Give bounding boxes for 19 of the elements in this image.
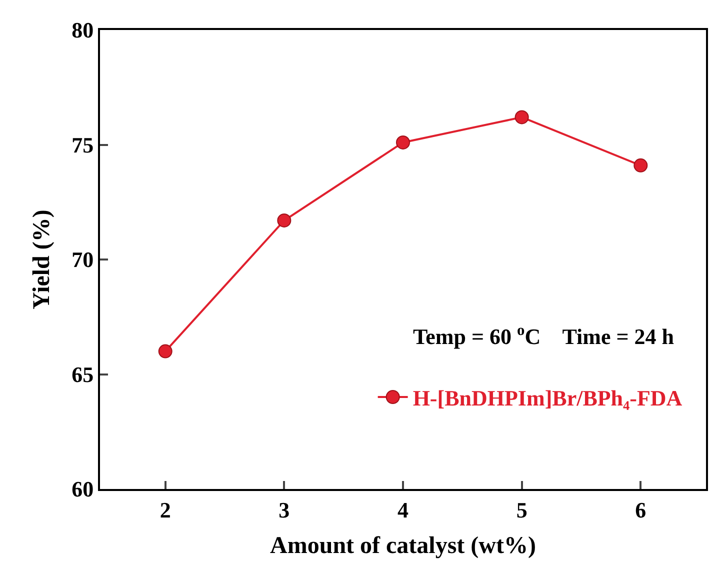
y-axis-title: Yield (%): [29, 210, 56, 310]
x-axis-title: Amount of catalyst (wt%): [270, 533, 536, 560]
x-tick-label: 2: [160, 497, 171, 522]
point: [396, 135, 410, 150]
x-tick-label: 4: [398, 497, 408, 522]
y-tick-label: 65: [72, 362, 94, 387]
point: [277, 213, 292, 228]
y-tick-label: 60: [72, 476, 94, 502]
y-tick-label: 75: [72, 132, 94, 158]
legend-label: H-[BnDHPIm]Br/BPh₄-FDA: [412, 386, 682, 411]
point: [634, 158, 648, 172]
y-tick-label: 80: [72, 18, 94, 43]
annotation: Temp = 60 $^{o}$C Time = 24 h: [413, 322, 674, 350]
x-tick-label: 5: [516, 497, 528, 522]
x-tick-label: 6: [635, 497, 646, 522]
point: [158, 344, 172, 358]
point: [514, 110, 529, 124]
y-tick-label: 70: [72, 247, 94, 272]
x-tick-label: 3: [278, 497, 290, 522]
